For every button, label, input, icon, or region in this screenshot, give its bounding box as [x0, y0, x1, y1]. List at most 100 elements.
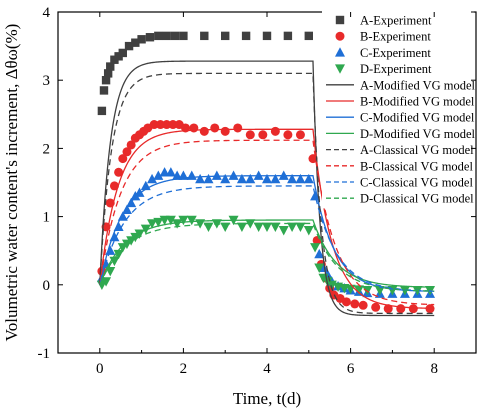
b-experiment-point — [118, 154, 128, 164]
d-experiment-point — [165, 215, 176, 226]
y-tick-label: 2 — [43, 141, 51, 157]
b-experiment-point — [341, 297, 351, 307]
c-experiment-point — [211, 170, 222, 180]
legend-label: C-Modified VG model — [360, 111, 475, 125]
c-experiment-point — [262, 173, 272, 184]
a-experiment-point — [97, 106, 107, 116]
d-experiment-point — [159, 215, 170, 226]
c-experiment-point — [236, 173, 247, 184]
c-classical-vg-model-line — [99, 185, 435, 292]
a-experiment-point — [101, 76, 111, 85]
d-experiment-point — [172, 219, 183, 229]
c-experiment-point — [295, 173, 306, 184]
c-experiment-point — [245, 173, 256, 184]
d-experiment-point — [287, 222, 298, 233]
legend-entry-a-experiment: A-Experiment — [335, 14, 432, 28]
legend-label: A-Modified VG model — [360, 78, 476, 92]
legend-entry-d-classical-vg-model: D-Classical VG model — [326, 192, 474, 206]
y-tick-label: 0 — [43, 278, 51, 294]
a-experiment-point — [179, 31, 188, 41]
a-experiment-point — [118, 48, 127, 58]
d-experiment-point — [253, 222, 264, 233]
legend-entry-c-modified-vg-model: C-Modified VG model — [326, 111, 475, 125]
legend-label: A-Classical VG model — [360, 143, 474, 157]
b-modified-vg-model-line — [99, 128, 435, 310]
d-experiment-point — [262, 222, 272, 233]
b-experiment-point — [358, 300, 368, 310]
b-experiment-point — [149, 120, 159, 130]
legend-label: D-Classical VG model — [360, 192, 474, 206]
d-modified-vg-model-line — [99, 219, 435, 288]
c-experiment-point — [147, 173, 158, 184]
legend-entry-c-experiment: C-Experiment — [335, 46, 431, 60]
legend-entry-b-experiment: B-Experiment — [335, 30, 431, 44]
series-layer — [96, 31, 436, 317]
x-tick-label: 2 — [180, 361, 188, 377]
legend-entry-a-classical-vg-model: A-Classical VG model — [326, 143, 474, 157]
b-classical-vg-model-line — [99, 139, 435, 306]
a-experiment-point — [221, 31, 230, 41]
x-tick-label: 0 — [96, 361, 104, 377]
c-experiment-point — [220, 173, 231, 184]
c-experiment-point — [287, 173, 298, 184]
c-experiment-point — [203, 173, 214, 184]
legend-label: D-Experiment — [360, 62, 432, 76]
c-experiment-point — [159, 167, 170, 177]
legend-marker-b-experiment — [335, 31, 345, 41]
legend-marker-c-experiment — [335, 47, 345, 57]
c-experiment-point — [270, 173, 281, 184]
d-experiment-point — [147, 219, 158, 229]
legend-entry-b-classical-vg-model: B-Classical VG model — [326, 159, 473, 173]
y-axis-title: Volumetric water content's increment, Δθ… — [2, 24, 21, 342]
b-experiment-point — [233, 123, 243, 133]
legend-label: D-Modified VG model — [360, 127, 476, 141]
d-experiment-point — [105, 266, 116, 277]
a-experiment-point — [99, 86, 109, 95]
b-experiment-point — [371, 302, 381, 312]
d-experiment-point — [310, 243, 321, 253]
legend-label: C-Experiment — [360, 46, 431, 60]
a-experiment-point — [137, 35, 146, 44]
b-experiment-point — [189, 123, 199, 133]
x-tick-label: 6 — [347, 361, 355, 377]
b-experiment-point — [245, 130, 255, 140]
c-experiment-point — [314, 248, 325, 259]
d-experiment-point — [220, 222, 231, 233]
x-tick-label: 8 — [430, 361, 438, 377]
legend-marker-a-experiment — [335, 15, 345, 25]
d-classical-vg-model-line — [99, 222, 435, 292]
a-experiment-point — [241, 31, 251, 41]
legend-entry-c-classical-vg-model: C-Classical VG model — [326, 176, 473, 190]
b-experiment-point — [168, 120, 178, 130]
d-experiment-point — [113, 249, 124, 260]
legend: A-Experiment B-Experiment C-Experiment D-Ex… — [322, 10, 476, 209]
d-experiment-point — [278, 226, 289, 236]
x-axis-title: Time, t(d) — [233, 389, 301, 408]
c-experiment-point — [134, 187, 145, 197]
d-experiment-point — [186, 215, 197, 226]
b-experiment-point — [155, 120, 165, 130]
c-experiment-point — [228, 170, 239, 180]
b-experiment-point — [383, 304, 393, 314]
legend-label: A-Experiment — [360, 14, 432, 28]
d-experiment-point — [236, 222, 247, 233]
b-experiment-point — [109, 181, 119, 191]
b-experiment-point — [210, 123, 220, 133]
a-experiment-point — [162, 31, 171, 41]
a-experiment-point — [304, 31, 313, 41]
a-experiment-point — [170, 31, 180, 41]
y-tick-label: 4 — [43, 5, 51, 21]
b-experiment-point — [126, 140, 136, 150]
d-experiment-point — [101, 277, 112, 287]
legend-label: B-Experiment — [360, 30, 431, 44]
c-experiment-point — [303, 173, 314, 184]
c-experiment-point — [195, 173, 206, 184]
legend-label: B-Classical VG model — [360, 159, 473, 173]
b-experiment-point — [295, 130, 305, 140]
y-tick-label: 3 — [43, 73, 51, 89]
d-experiment-point — [245, 219, 256, 229]
b-experiment-point — [408, 304, 418, 314]
d-experiment-points — [96, 215, 436, 296]
d-experiment-point — [295, 222, 306, 233]
